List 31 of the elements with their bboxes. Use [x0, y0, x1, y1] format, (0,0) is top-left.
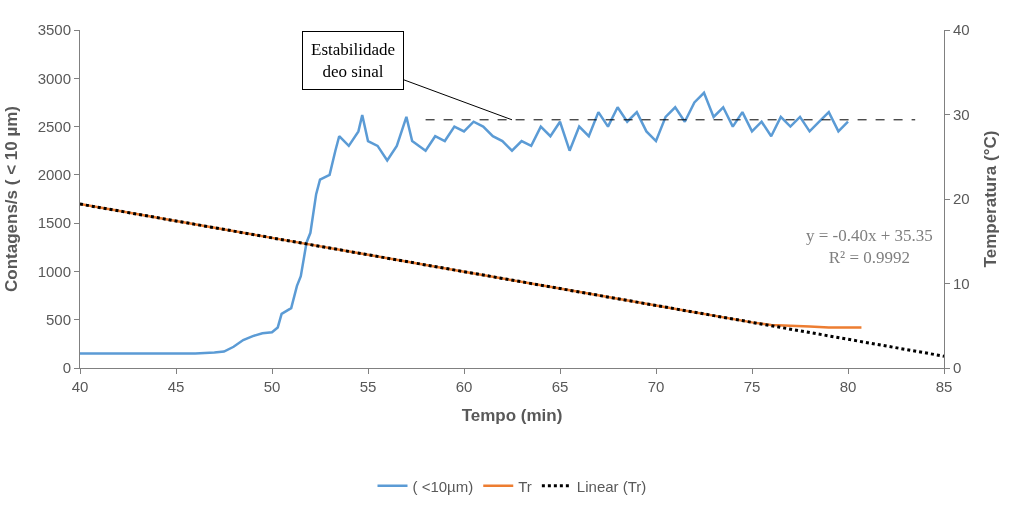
x-tick-label: 40: [71, 378, 89, 395]
y2-tick-label: 30: [953, 105, 970, 123]
y-tick-label: 2500: [37, 117, 71, 135]
x-tick-label: 75: [743, 378, 761, 395]
x-tick-label: 65: [551, 378, 569, 395]
y-tick-label: 1500: [37, 214, 71, 232]
x-axis-title: Tempo (min): [461, 406, 563, 426]
y2-tick-label: 20: [953, 190, 970, 208]
x-tick-label: 80: [839, 378, 857, 395]
annotation: Estabilidade deo sinal: [311, 40, 396, 82]
x-tick-label: 55: [359, 378, 377, 395]
y-axis-title: Contagens/s ( < 10 µm): [2, 106, 22, 292]
x-tick-label: 60: [455, 378, 473, 395]
y-tick-label: 1000: [37, 262, 71, 280]
x-tick-label: 70: [647, 378, 665, 395]
y2-tick-label: 40: [953, 21, 970, 39]
annotation: y = -0.40x + 35.35 R² = 0.9992: [806, 226, 933, 268]
y-tick-label: 0: [62, 359, 71, 377]
y-tick-label: 500: [45, 310, 71, 328]
y-tick-label: 3000: [37, 69, 71, 87]
y-tick-label: 3500: [37, 21, 71, 39]
x-tick-label: 85: [935, 378, 953, 395]
y2-tick-label: 10: [953, 274, 970, 292]
x-tick-label: 50: [263, 378, 281, 395]
x-tick-label: 45: [167, 378, 185, 395]
y2-tick-label: 0: [953, 359, 962, 377]
legend-label: ( <10µm): [412, 477, 474, 495]
legend-label: Linear (Tr): [576, 477, 647, 495]
y-tick-label: 2000: [37, 166, 71, 184]
y2-axis-title: Temperatura (°C): [981, 130, 1001, 268]
legend-label: Tr: [518, 477, 532, 495]
